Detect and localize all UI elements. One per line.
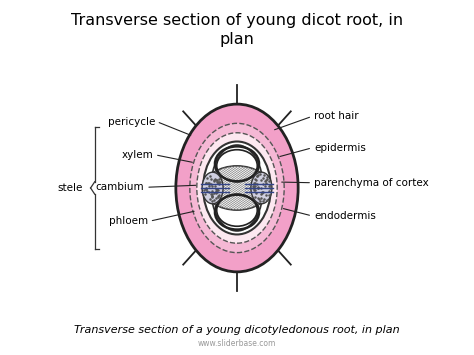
Text: epidermis: epidermis bbox=[314, 143, 366, 153]
Text: www.sliderbase.com: www.sliderbase.com bbox=[198, 339, 276, 348]
Ellipse shape bbox=[251, 172, 272, 204]
Text: pericycle: pericycle bbox=[108, 116, 155, 127]
Text: Transverse section of a young dicotyledonous root, in plan: Transverse section of a young dicotyledo… bbox=[74, 324, 400, 334]
Text: stele: stele bbox=[58, 183, 83, 193]
Text: root hair: root hair bbox=[314, 111, 358, 121]
Text: cambium: cambium bbox=[96, 182, 145, 192]
Text: parenchyma of cortex: parenchyma of cortex bbox=[314, 178, 428, 188]
Text: phloem: phloem bbox=[109, 216, 148, 226]
Ellipse shape bbox=[176, 104, 298, 272]
Text: xylem: xylem bbox=[121, 150, 153, 160]
Ellipse shape bbox=[204, 166, 270, 210]
Text: Transverse section of young dicot root, in
plan: Transverse section of young dicot root, … bbox=[71, 13, 403, 47]
Ellipse shape bbox=[197, 133, 277, 243]
Ellipse shape bbox=[202, 172, 223, 204]
Ellipse shape bbox=[190, 123, 284, 253]
Ellipse shape bbox=[203, 142, 271, 234]
Text: endodermis: endodermis bbox=[314, 211, 376, 221]
Ellipse shape bbox=[211, 145, 263, 231]
